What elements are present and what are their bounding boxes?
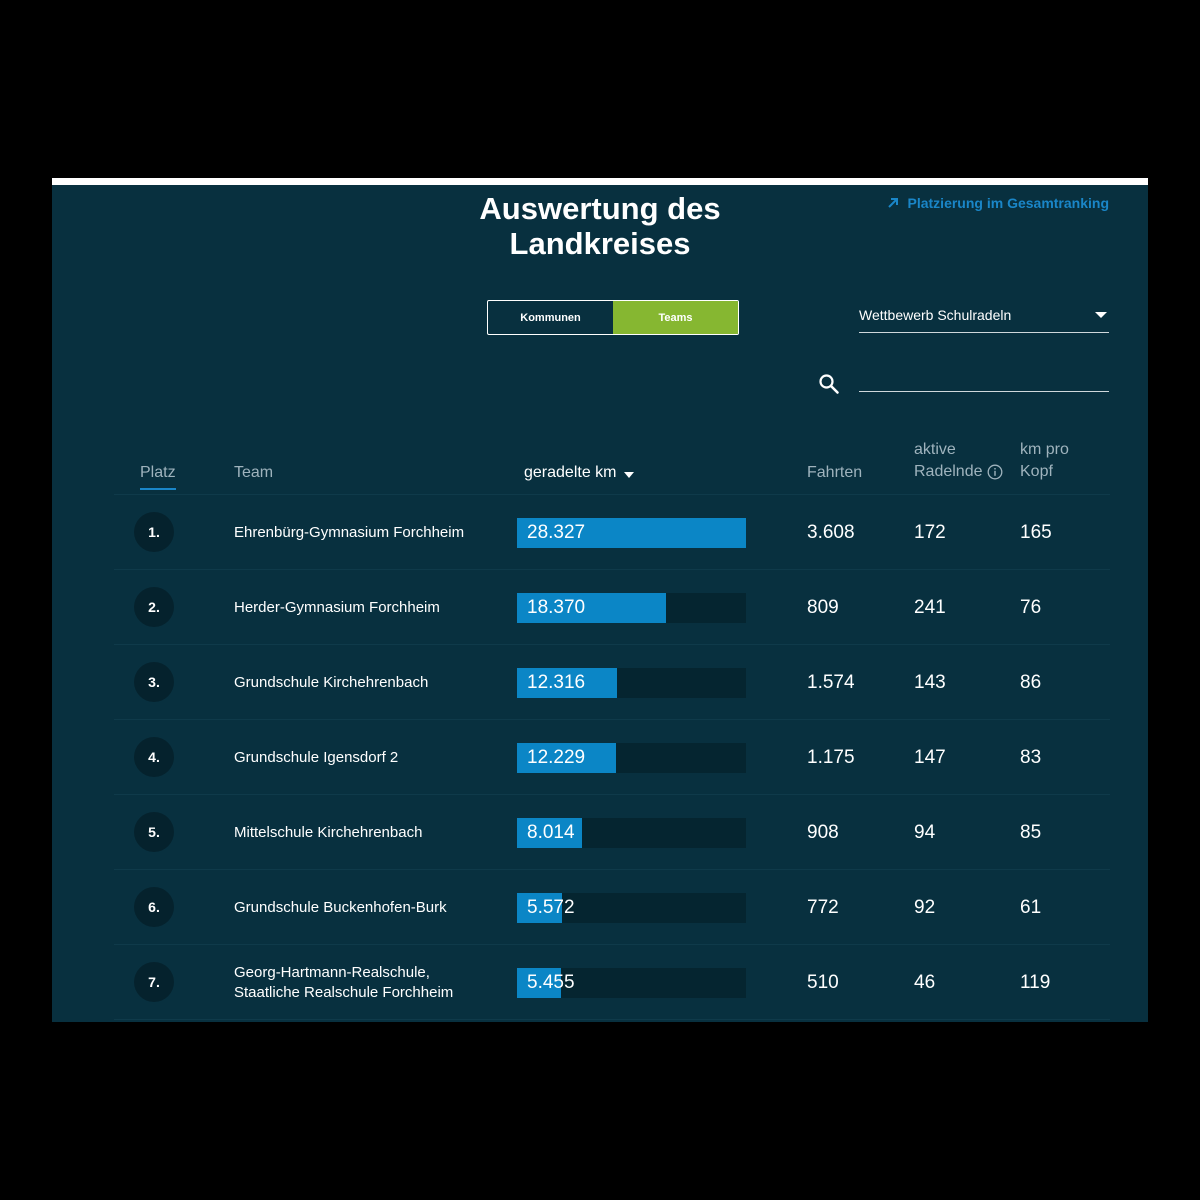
aktive-radelnde-value: 94: [914, 821, 936, 843]
arrow-up-right-icon: [887, 198, 898, 208]
rank-badge: 7.: [134, 962, 174, 1002]
column-header-km-pro-kopf[interactable]: km pro Kopf: [1020, 439, 1069, 483]
km-bar-fill: [517, 893, 562, 923]
rank-badge: 1.: [134, 512, 174, 552]
table-row[interactable]: 4. Grundschule Igensdorf 2 12.229 1.175 147 8…: [114, 720, 1110, 795]
column-header-aktive-line1: aktive: [914, 441, 956, 458]
rank-badge: 4.: [134, 737, 174, 777]
km-pro-kopf-value: 165: [1020, 521, 1052, 543]
km-bar-fill: [517, 593, 666, 623]
column-header-platz[interactable]: Platz: [140, 462, 176, 490]
fahrten-value: 772: [807, 896, 839, 918]
aktive-radelnde-value: 172: [914, 521, 946, 543]
competition-select-value: Wettbewerb Schulradeln: [859, 307, 1012, 323]
km-bar: 8.014: [517, 818, 746, 848]
info-icon[interactable]: [987, 464, 1003, 480]
team-name: Grundschule Igensdorf 2: [234, 748, 399, 766]
column-header-km[interactable]: geradelte km: [524, 462, 634, 484]
fahrten-value: 3.608: [807, 521, 855, 543]
team-name: Ehrenbürg-Gymnasium Forchheim: [234, 523, 465, 541]
km-pro-kopf-value: 61: [1020, 896, 1042, 918]
toggle-teams[interactable]: Teams: [613, 301, 738, 334]
view-toggle: Kommunen Teams: [487, 300, 739, 335]
km-value: 8.014: [527, 822, 575, 843]
km-pro-kopf-value: 76: [1020, 596, 1042, 618]
table-row[interactable]: 3. Grundschule Kirchehrenbach 12.316 1.574 1…: [114, 645, 1110, 720]
search-input[interactable]: [859, 363, 1109, 392]
team-name: Grundschule Buckenhofen-Burk: [234, 898, 447, 916]
km-pro-kopf-value: 119: [1020, 971, 1051, 993]
fahrten-value: 1.574: [807, 671, 855, 693]
column-header-team[interactable]: Team: [234, 464, 274, 481]
column-header-aktive-line2: Radelnde: [914, 463, 983, 480]
km-pro-kopf-value: 83: [1020, 746, 1042, 768]
team-name: Georg-Hartmann-Realschule, Staatliche Re…: [234, 963, 454, 1001]
km-pro-kopf-value: 86: [1020, 671, 1042, 693]
column-header-fahrten[interactable]: Fahrten: [807, 464, 863, 481]
table-row[interactable]: 6. Grundschule Buckenhofen-Burk 5.572 772 92…: [114, 870, 1110, 945]
fahrten-value: 809: [807, 596, 839, 618]
table-row[interactable]: 1. Ehrenbürg-Gymnasium Forchheim 28.327 3.6…: [114, 495, 1110, 570]
km-bar-fill: [517, 668, 617, 698]
km-bar: 28.327: [517, 518, 746, 548]
column-header-km-pro-kopf-line1: km pro: [1020, 441, 1069, 458]
km-bar: 12.316: [517, 668, 746, 698]
team-name: Herder-Gymnasium Forchheim: [234, 598, 440, 616]
table-row[interactable]: 7. Georg-Hartmann-Realschule, Staatliche …: [114, 945, 1110, 1020]
km-bar-fill: [517, 818, 582, 848]
rank-badge: 5.: [134, 812, 174, 852]
km-value: 12.229: [527, 747, 586, 768]
km-bar: 5.572: [517, 893, 746, 923]
km-value: 5.455: [527, 972, 575, 993]
aktive-radelnde-value: 241: [914, 596, 946, 618]
km-value: 12.316: [527, 672, 586, 693]
km-value: 18.370: [527, 597, 586, 618]
table-row[interactable]: 2. Herder-Gymnasium Forchheim 18.370 809 241…: [114, 570, 1110, 645]
aktive-radelnde-value: 46: [914, 971, 936, 993]
competition-select[interactable]: Wettbewerb Schulradeln: [859, 298, 1109, 333]
team-name: Grundschule Kirchehrenbach: [234, 673, 429, 691]
column-header-km-pro-kopf-line2: Kopf: [1020, 463, 1053, 480]
sort-desc-icon: [623, 472, 634, 478]
fahrten-value: 908: [807, 821, 839, 843]
km-pro-kopf-value: 85: [1020, 821, 1042, 843]
aktive-radelnde-value: 143: [914, 671, 946, 693]
page-title: Auswertung des Landkreises: [479, 191, 721, 261]
toggle-kommunen[interactable]: Kommunen: [520, 311, 581, 324]
ranking-panel: Auswertung des Landkreises Platzierung i…: [52, 178, 1148, 1022]
km-bar-fill: [517, 743, 616, 773]
km-bar: 18.370: [517, 593, 746, 623]
km-bar: 5.455: [517, 968, 746, 998]
gesamtranking-link-label: Platzierung im Gesamtranking: [907, 195, 1110, 211]
rank-badge: 3.: [134, 662, 174, 702]
km-bar-fill: [517, 968, 561, 998]
rank-badge: 2.: [134, 587, 174, 627]
gesamtranking-link[interactable]: Platzierung im Gesamtranking: [886, 195, 1110, 211]
rank-badge: 6.: [134, 887, 174, 927]
table-row[interactable]: 5. Mittelschule Kirchehrenbach 8.014 908 94 8…: [114, 795, 1110, 870]
chevron-down-icon: [1095, 312, 1107, 318]
aktive-radelnde-value: 147: [914, 746, 946, 768]
header-divider: [114, 494, 1110, 495]
km-bar-fill: [517, 518, 746, 548]
km-value: 5.572: [527, 897, 575, 918]
fahrten-value: 510: [807, 971, 839, 993]
column-header-aktive[interactable]: aktive Radelnde: [914, 439, 1003, 483]
team-name: Mittelschule Kirchehrenbach: [234, 823, 423, 841]
column-header-km-label: geradelte km: [524, 464, 617, 481]
km-bar: 12.229: [517, 743, 746, 773]
fahrten-value: 1.175: [807, 746, 855, 768]
search-icon[interactable]: [818, 373, 840, 395]
km-value: 28.327: [527, 522, 586, 543]
aktive-radelnde-value: 92: [914, 896, 936, 918]
